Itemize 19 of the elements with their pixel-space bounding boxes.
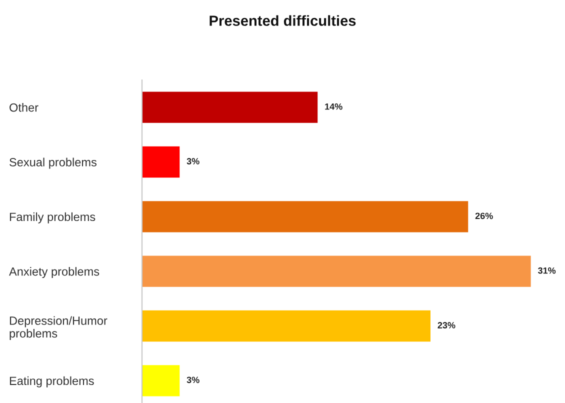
data-label: 3% bbox=[186, 158, 200, 164]
y-tick-label: Eating problems bbox=[10, 376, 94, 388]
bar bbox=[142, 201, 468, 232]
y-tick-label: Family problems bbox=[10, 212, 96, 224]
bar bbox=[142, 365, 180, 396]
y-tick-label: Anxiety problems bbox=[9, 267, 100, 278]
bar bbox=[142, 146, 180, 178]
data-label: 26% bbox=[475, 212, 493, 220]
data-label: 31% bbox=[538, 267, 556, 274]
bar bbox=[142, 92, 318, 123]
chart-title: Presented difficulties bbox=[210, 15, 356, 26]
data-label: 14% bbox=[325, 103, 342, 110]
bar bbox=[142, 310, 430, 342]
y-tick-label: Sexual problems bbox=[10, 158, 97, 169]
data-label: 23% bbox=[438, 322, 456, 328]
bar bbox=[142, 256, 531, 287]
data-label: 3% bbox=[186, 376, 200, 384]
y-tick-label: Depression/Humor problems bbox=[10, 316, 108, 340]
y-tick-label: Other bbox=[10, 103, 38, 112]
